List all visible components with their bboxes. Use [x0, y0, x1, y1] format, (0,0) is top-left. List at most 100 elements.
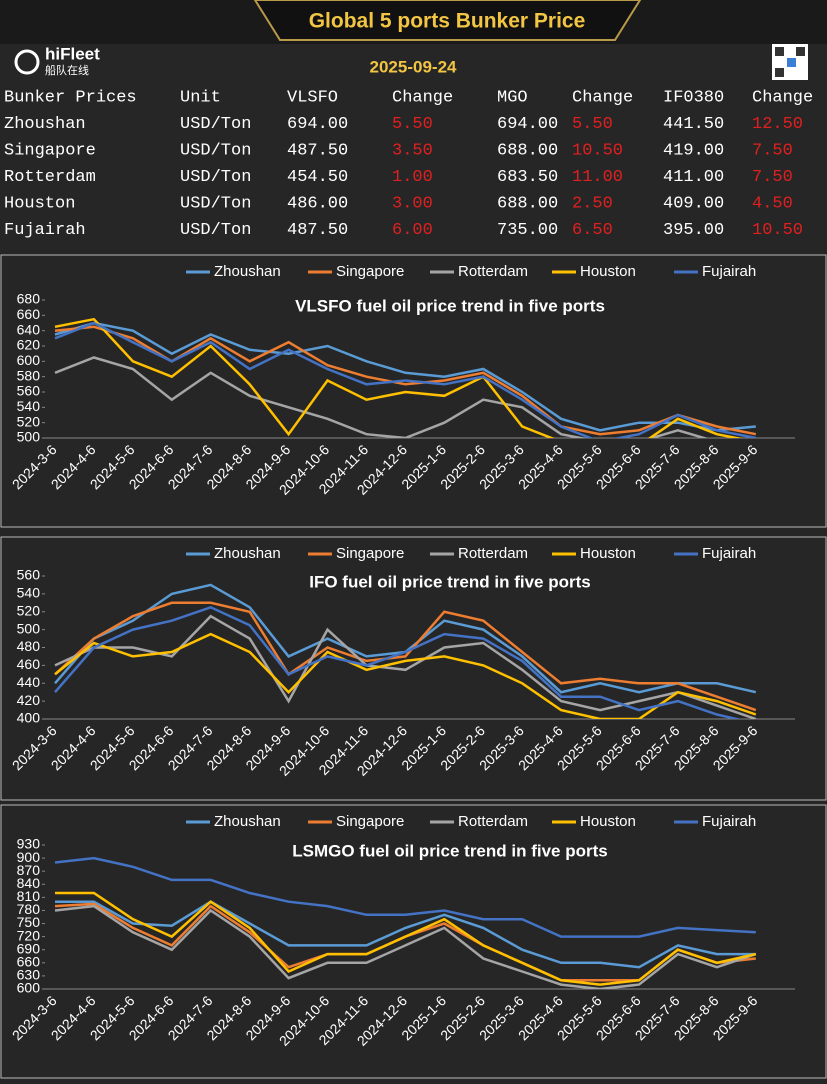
legend-label: Singapore: [336, 813, 404, 830]
legend-label: Rotterdam: [458, 545, 528, 562]
y-tick-label: 640: [17, 321, 41, 337]
table-header: MGO: [497, 88, 528, 107]
qr-block: [787, 58, 796, 67]
table-cell: Fujairah: [4, 221, 86, 240]
y-tick-label: 930: [17, 836, 41, 852]
table-header: VLSFO: [287, 88, 338, 107]
y-tick-label: 560: [17, 567, 41, 583]
y-tick-label: 400: [17, 710, 41, 726]
table-cell: 411.00: [663, 168, 724, 187]
y-tick-label: 440: [17, 674, 41, 690]
legend-label: Fujairah: [702, 813, 756, 830]
y-tick-label: 520: [17, 413, 41, 429]
y-tick-label: 540: [17, 585, 41, 601]
legend-label: Houston: [580, 813, 636, 830]
logo: hiFleet 船队在线: [14, 44, 100, 77]
series-line: [54, 632, 757, 719]
table-cell: 694.00: [287, 115, 348, 134]
table-cell: 454.50: [287, 168, 348, 187]
table-header: Change: [572, 88, 633, 107]
table-cell: 688.00: [497, 141, 558, 160]
y-tick-label: 720: [17, 927, 41, 943]
y-tick-label: 420: [17, 692, 41, 708]
y-tick-label: 460: [17, 656, 41, 672]
y-tick-label: 600: [17, 980, 41, 996]
y-tick-label: 630: [17, 967, 41, 983]
table-cell: USD/Ton: [180, 221, 251, 240]
legend-label: Singapore: [336, 545, 404, 562]
legend-label: Zhoushan: [214, 545, 281, 562]
table-cell: USD/Ton: [180, 141, 251, 160]
table-header: IF0380: [663, 88, 724, 107]
table-header: Bunker Prices: [4, 88, 137, 107]
table-cell: 4.50: [752, 194, 793, 213]
page-title: Global 5 ports Bunker Price: [309, 10, 586, 33]
legend-label: Fujairah: [702, 545, 756, 562]
table-cell: 3.00: [392, 194, 433, 213]
table-cell: 694.00: [497, 115, 558, 134]
panel: [0, 254, 827, 528]
price-table: Bunker Prices Unit VLSFO Change MGO Change IF0…: [4, 88, 813, 240]
table-cell: 11.00: [572, 168, 623, 187]
table-cell: 10.50: [752, 221, 803, 240]
table-cell: 6.00: [392, 221, 433, 240]
table-cell: 419.00: [663, 141, 724, 160]
y-tick-label: 780: [17, 901, 41, 917]
y-tick-label: 870: [17, 862, 41, 878]
series-line: [54, 321, 757, 438]
table-cell: 486.00: [287, 194, 348, 213]
table-cell: 487.50: [287, 141, 348, 160]
table-cell: 6.50: [572, 221, 613, 240]
y-tick-label: 620: [17, 337, 41, 353]
table-header: Unit: [180, 88, 221, 107]
y-tick-label: 660: [17, 306, 41, 322]
qr-code: [772, 44, 808, 80]
table-cell: 7.50: [752, 141, 793, 160]
legend-label: Rotterdam: [458, 813, 528, 830]
table-cell: 1.00: [392, 168, 433, 187]
series-line: [54, 321, 756, 432]
panel: [0, 536, 827, 801]
y-tick-label: 500: [17, 429, 41, 445]
y-tick-label: 600: [17, 352, 41, 368]
legend-label: Fujairah: [702, 263, 756, 280]
table-cell: USD/Ton: [180, 115, 251, 134]
table-cell: 441.50: [663, 115, 724, 134]
table-cell: USD/Ton: [180, 168, 251, 187]
y-tick-label: 560: [17, 383, 41, 399]
qr-block: [775, 68, 784, 77]
logo-subtext: 船队在线: [45, 63, 89, 77]
y-tick-label: 660: [17, 954, 41, 970]
chart-title: IFO fuel oil price trend in five ports: [309, 572, 590, 591]
legend-label: Zhoushan: [214, 263, 281, 280]
table-cell: Houston: [4, 194, 75, 213]
y-tick-label: 500: [17, 620, 41, 636]
table-cell: 2.50: [572, 194, 613, 213]
table-cell: 3.50: [392, 141, 433, 160]
charts: VLSFO fuel oil price trend in five ports…: [0, 254, 827, 1079]
series-line: [54, 856, 756, 938]
table-header: Change: [392, 88, 453, 107]
table-cell: Zhoushan: [4, 115, 86, 134]
series-line: [54, 904, 757, 989]
series-line: [54, 605, 742, 719]
y-tick-label: 690: [17, 940, 41, 956]
y-tick-label: 580: [17, 367, 41, 383]
y-tick-label: 680: [17, 291, 41, 307]
table-cell: 12.50: [752, 115, 803, 134]
series-line: [55, 891, 757, 986]
series-line: [54, 317, 743, 438]
series-line: [54, 614, 757, 719]
y-tick-label: 480: [17, 638, 41, 654]
y-tick-label: 750: [17, 914, 41, 930]
table-cell: 409.00: [663, 194, 724, 213]
y-tick-label: 540: [17, 398, 41, 414]
chart-title: LSMGO fuel oil price trend in five ports: [292, 841, 607, 860]
table-cell: USD/Ton: [180, 194, 251, 213]
y-tick-label: 840: [17, 875, 41, 891]
table-cell: Singapore: [4, 141, 96, 160]
table-cell: 7.50: [752, 168, 793, 187]
series-line: [54, 356, 709, 438]
qr-block: [796, 47, 805, 56]
